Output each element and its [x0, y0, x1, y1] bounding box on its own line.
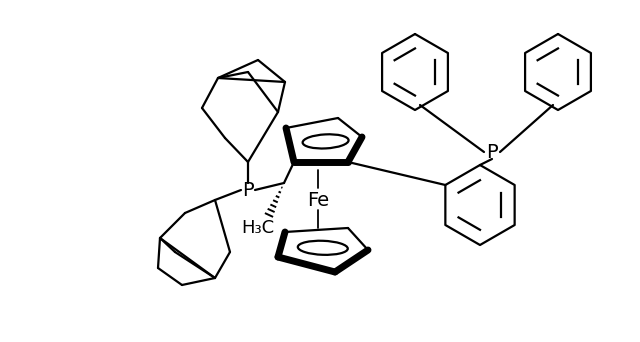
Text: P: P — [486, 143, 498, 161]
Text: Fe: Fe — [307, 190, 329, 210]
Text: H₃C: H₃C — [241, 219, 275, 237]
Text: P: P — [242, 181, 254, 199]
